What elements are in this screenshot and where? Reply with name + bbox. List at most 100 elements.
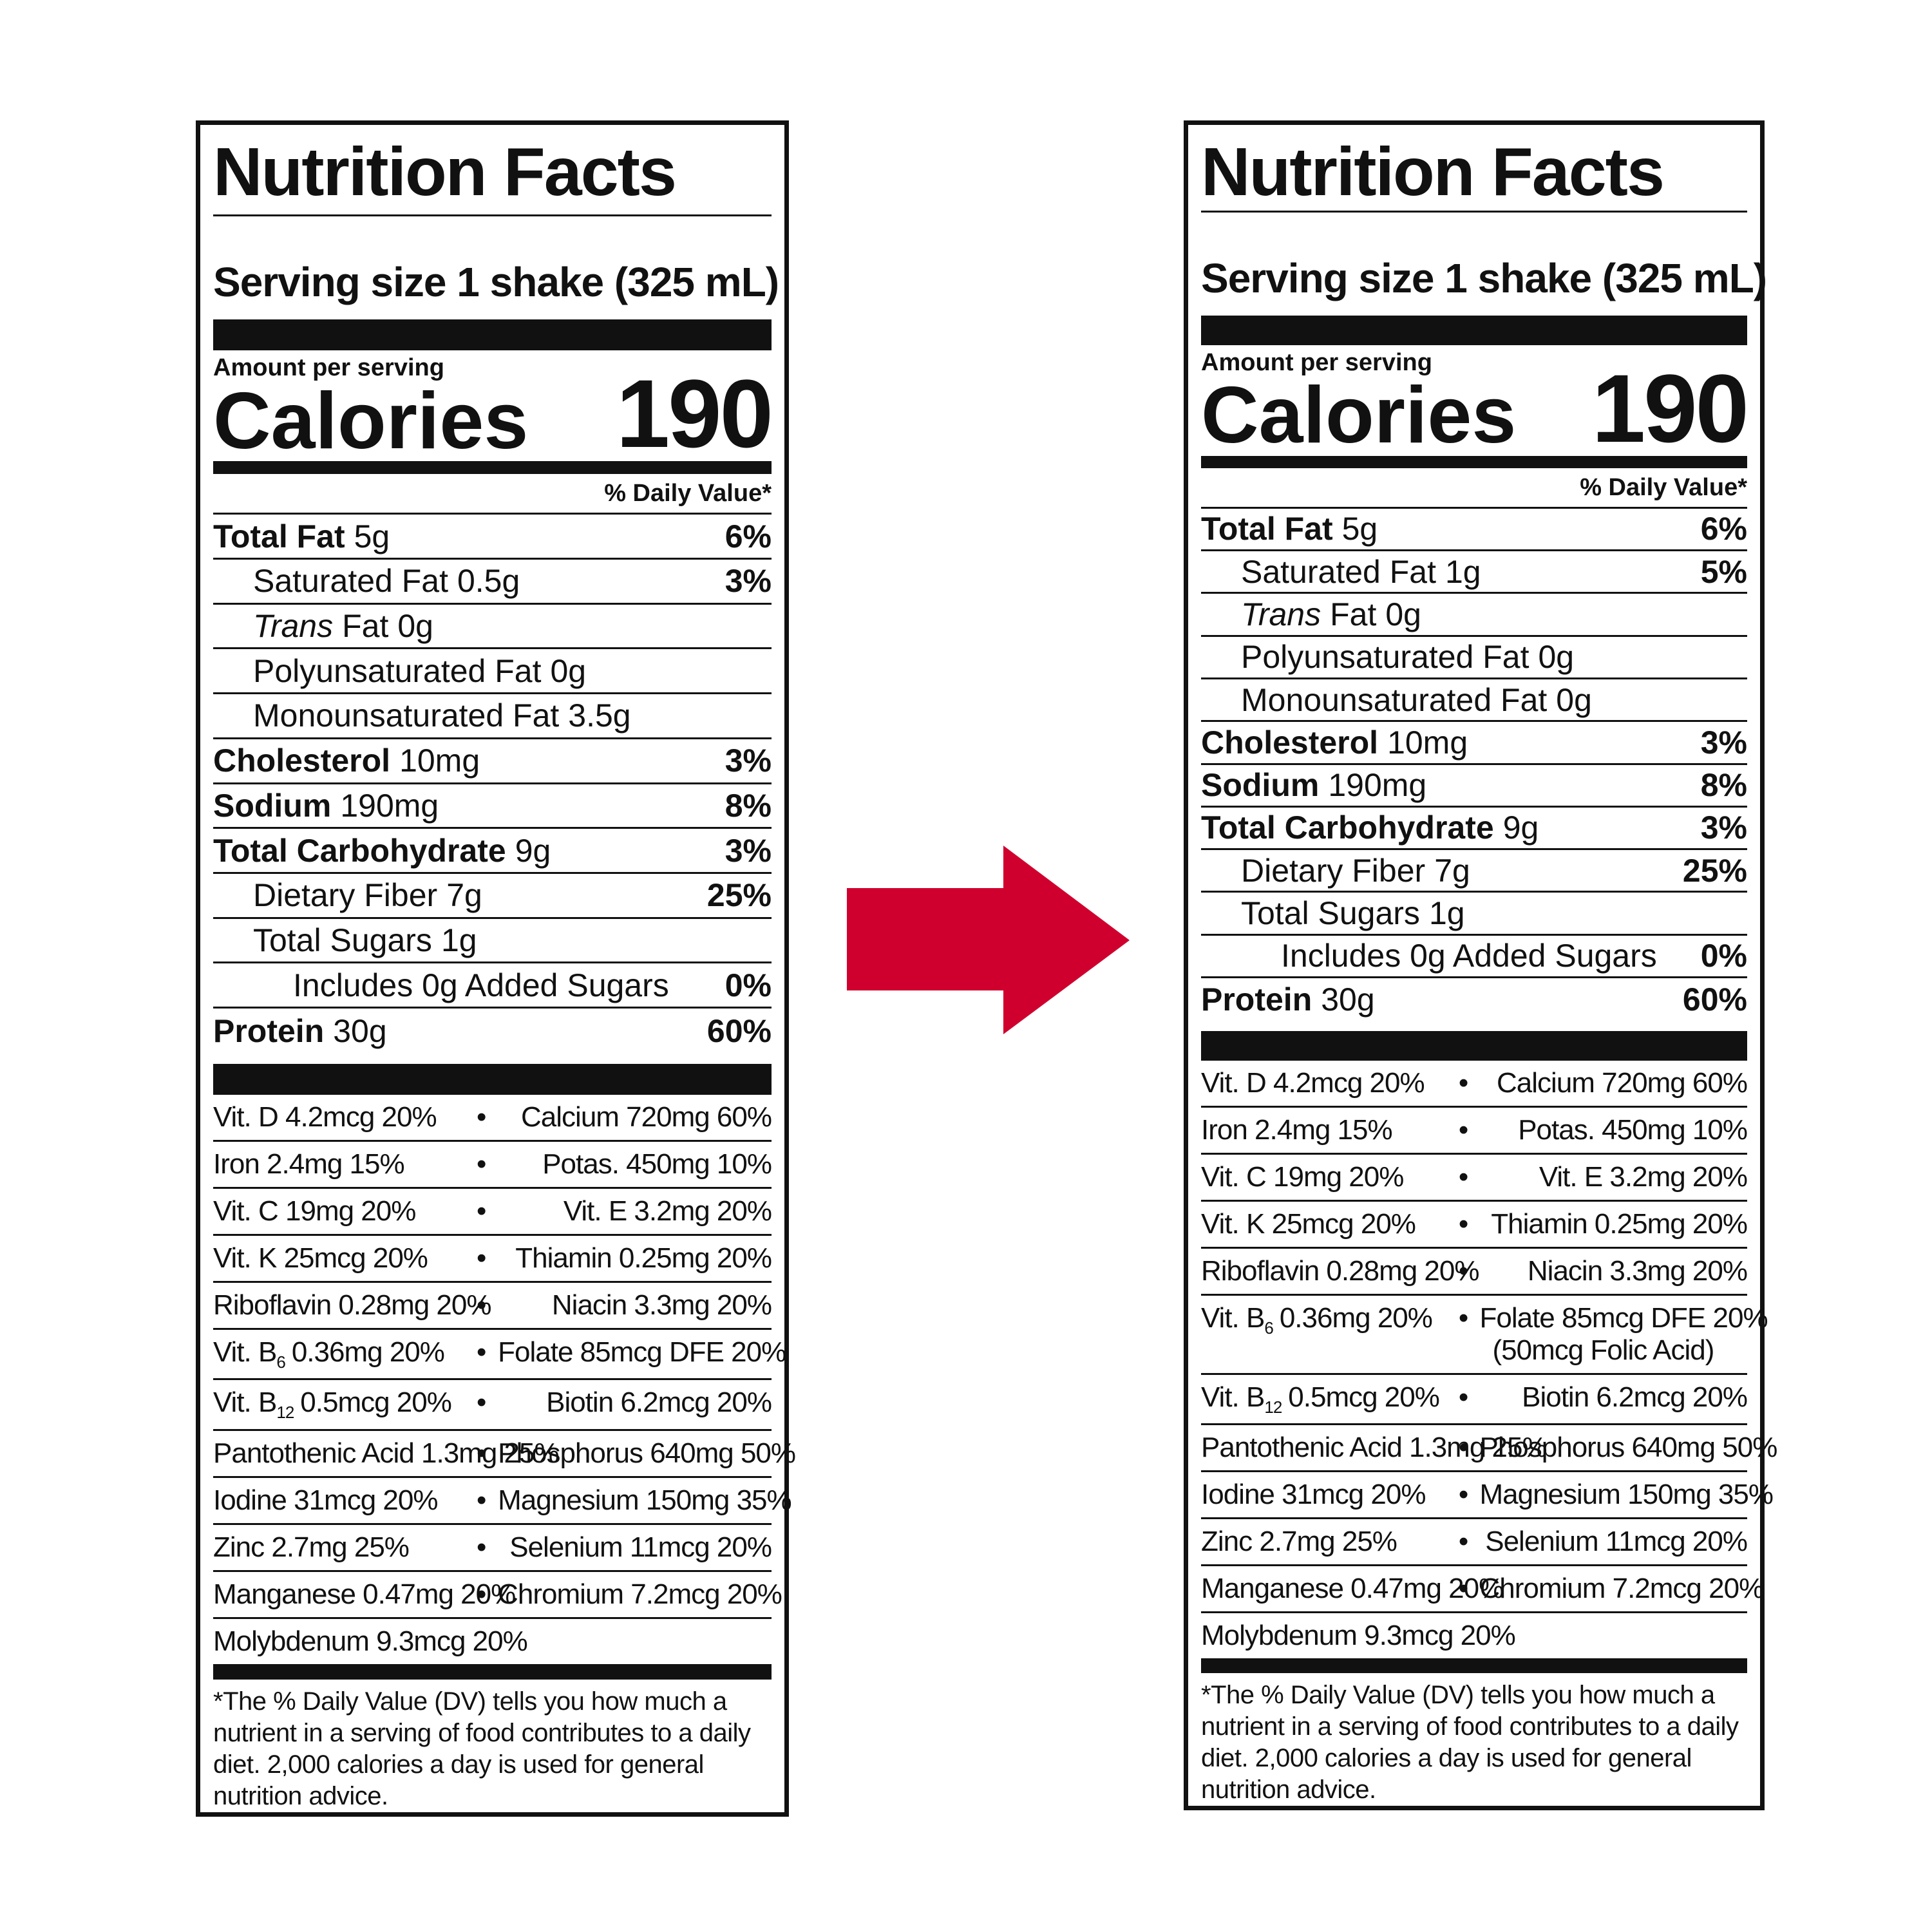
nutrient-amount: 190mg [340,787,439,824]
vitamin-cell: Vit. B12 0.5mcg 20% [213,1387,464,1423]
vitamin-cell: Folate 85mcg DFE 20% (50mcg Folic Acid) [1479,1302,1768,1367]
nutrient-label: Cholesterol [213,743,391,779]
vitamin-cell: Molybdenum 9.3mcg 20% [213,1625,528,1658]
vitamin-separator: • [1458,1160,1468,1193]
nutrient-row: Includes 0g Added Sugars 0% [213,963,772,1009]
nutrient-dv: 3% [1700,810,1747,846]
vitamin-separator: • [1458,1479,1468,1511]
medium-rule [213,461,772,475]
nutrient-label: Polyunsaturated Fat [1241,639,1530,676]
nutrient-row: Trans Fat 0g [213,605,772,650]
vitamin-cell: Vit. C 19mg 20% [1201,1160,1404,1193]
vitamin-row: Vit. B6 0.36mg 20% • Folate 85mcg DFE 20% [213,1330,786,1381]
vitamin-amount: 0.5mcg 20% [300,1387,452,1419]
vitamin-separator: • [1458,1432,1468,1464]
nutrient-label: Total Sugars [253,922,432,959]
vitamin-cell: Calcium 720mg 60% [521,1101,772,1133]
nutrient-row: Total Sugars 1g [213,919,772,964]
vitamin-amount: 0.5mcg 20% [1288,1381,1440,1413]
nutrient-row: Total Carbohydrate 9g 3% [213,829,772,874]
vitamin-row: Molybdenum 9.3mcg 20% [1201,1613,1747,1658]
vitamin-row: Iodine 31mcg 20% • Magnesium 150mg 35% [213,1478,792,1526]
nutrient-name: Polyunsaturated Fat 0g [1241,638,1574,676]
footnote: *The % Daily Value (DV) tells you how mu… [1201,1681,1739,1804]
vitamin-cell: Vit. D 4.2mcg 20% [1201,1066,1425,1099]
calories-value: 190 [616,359,773,468]
serving-size: Serving size 1 shake (325 mL) [213,259,779,306]
nutrient-amount: 0g [1385,596,1421,632]
nutrient-label: Cholesterol [1201,724,1379,761]
vitamin-text: Vit. B [1201,1381,1265,1413]
nutrient-label: Includes 0g Added Sugars [293,967,669,1003]
vitamin-row: Pantothenic Acid 1.3mg 25% • Phosphorus 64… [213,1431,796,1479]
nutrient-amount: 0g [397,607,433,644]
vitamin-cell: Vit. B6 0.36mg 20% [213,1336,464,1372]
nutrient-name: Saturated Fat 1g [1241,553,1481,591]
calories-label: Calories [1201,371,1517,460]
vitamin-amount: 0.36mg 20% [1279,1302,1433,1334]
vitamin-separator: • [476,1578,486,1611]
vitamin-cell: Vit. B6 0.36mg 20% [1201,1302,1447,1338]
nutrient-dv: 60% [706,1012,772,1049]
vitamin-subscript: 12 [1264,1397,1282,1417]
nutrient-row: Total Fat 5g 6% [213,515,772,560]
nutrient-label: Total Fat [1201,511,1333,547]
vitamin-cell: Selenium 11mcg 20% [509,1531,772,1564]
vitamin-cell: Vit. D 4.2mcg 20% [213,1101,437,1133]
vitamin-cell: Chromium 7.2mcg 20% [1479,1573,1764,1605]
vitamin-row: Manganese 0.47mg 20% • Chromium 7.2mcg 20% [1201,1566,1764,1614]
footnote: *The % Daily Value (DV) tells you how mu… [213,1687,751,1811]
nutrient-row: Saturated Fat 0.5g 3% [213,560,772,605]
nutrient-name: Total Fat 5g [213,518,390,555]
nutrient-row: Total Carbohydrate 9g 3% [1201,808,1747,851]
vitamin-separator: • [476,1101,486,1133]
vitamin-cell: Niacin 3.3mg 20% [1527,1255,1748,1287]
nutrient-amount: 0g [550,652,587,689]
vitamin-cell: Zinc 2.7mg 25% [213,1531,410,1564]
nutrient-amount: 7g [1434,852,1470,889]
vitamin-cell: Riboflavin 0.28mg 20% [213,1289,491,1321]
vitamin-separator: • [476,1387,486,1419]
vitamin-separator: • [476,1484,486,1517]
vitamin-separator: • [1458,1573,1468,1605]
nutrient-dv: 8% [724,787,772,824]
nutrient-row: Sodium 190mg 8% [1201,765,1747,808]
nutrient-name: Monounsaturated Fat 0g [1241,681,1592,719]
vitamin-row: Vit. B12 0.5mcg 20% • Biotin 6.2mcg 20% [1201,1375,1748,1426]
vitamin-cell: Vit. K 25mcg 20% [1201,1208,1416,1240]
vitamin-row: Pantothenic Acid 1.3mg 25% • Phosphorus 64… [1201,1425,1777,1473]
nutrient-label: Protein [1201,981,1312,1018]
vitamin-cell: Calcium 720mg 60% [1497,1066,1748,1099]
label-title: Nutrition Facts [1201,125,1747,213]
vitamin-cell: Magnesium 150mg 35% [498,1484,791,1517]
serving-size: Serving size 1 shake (325 mL) [1201,255,1767,302]
nutrient-name: Polyunsaturated Fat 0g [253,652,586,690]
nutrient-row: Protein 30g 60% [1201,978,1747,1021]
nutrient-dv: 6% [724,518,772,554]
vitamin-separator: • [476,1437,486,1470]
thick-rule [213,1063,772,1095]
nutrient-dv: 3% [1700,724,1747,761]
vitamin-separator: • [1458,1255,1468,1287]
vitamin-cell: Riboflavin 0.28mg 20% [1201,1255,1479,1287]
vitamin-row: Vit. D 4.2mcg 20% • Calcium 720mg 60% [213,1095,772,1142]
calories-row: Calories 190 [213,365,773,462]
thick-rule [1201,1031,1747,1061]
nutrient-name: Total Sugars 1g [253,922,477,959]
vitamin-row: Riboflavin 0.28mg 20% • Niacin 3.3mg 20% [213,1283,772,1330]
vitamin-cell: Molybdenum 9.3mcg 20% [1201,1620,1516,1652]
label-title: Nutrition Facts [213,125,772,217]
calories-row: Calories 190 [1201,360,1749,460]
nutrition-label: Nutrition Facts Serving size 1 shake (325… [1184,120,1777,1810]
medium-rule [1201,455,1747,468]
vitamin-cell: Biotin 6.2mcg 20% [546,1387,772,1419]
vitamin-cell: Phosphorus 640mg 50% [1479,1432,1777,1464]
vitamin-cell: Potas. 450mg 10% [542,1148,772,1180]
nutrient-label: Includes 0g Added Sugars [1281,938,1657,974]
nutrient-amount: 0g [1538,639,1575,676]
vitamin-cell: Iron 2.4mg 15% [1201,1113,1393,1146]
nutrient-dv: 25% [706,877,772,914]
vitamin-cell: Thiamin 0.25mg 20% [1491,1208,1748,1240]
nutrient-row: Polyunsaturated Fat 0g [1201,637,1747,679]
nutrient-name: Saturated Fat 0.5g [253,562,520,600]
